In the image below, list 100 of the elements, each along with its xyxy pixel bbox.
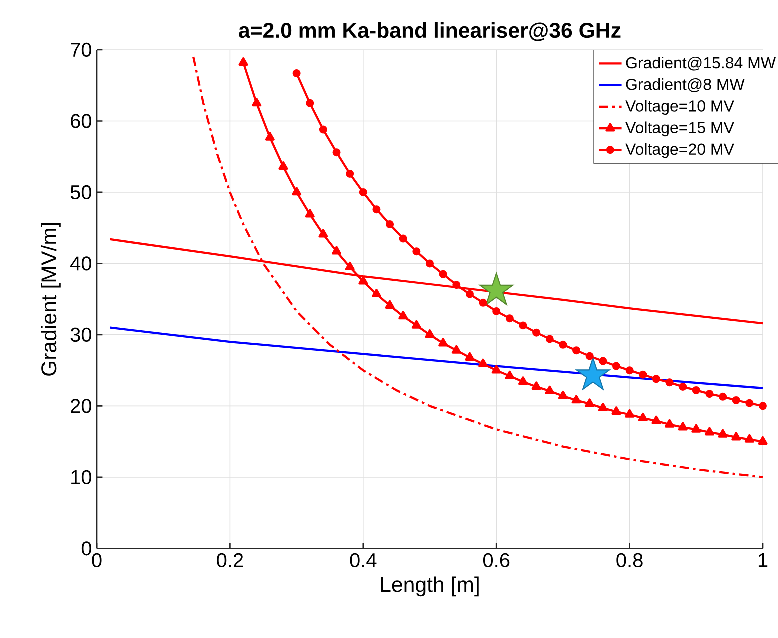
line-series bbox=[109, 326, 764, 390]
legend-label: Voltage=20 MV bbox=[626, 143, 734, 158]
point bbox=[652, 375, 660, 384]
point bbox=[572, 395, 582, 404]
point bbox=[518, 376, 528, 386]
point bbox=[758, 436, 768, 446]
point bbox=[386, 220, 394, 229]
point bbox=[426, 260, 434, 268]
chart-title: a=2.0 mm Ka-band lineariser@36 GHz bbox=[239, 22, 621, 42]
point bbox=[439, 270, 448, 279]
point bbox=[505, 371, 515, 380]
y-tick-label: 60 bbox=[71, 114, 92, 128]
point bbox=[346, 170, 354, 178]
point bbox=[359, 188, 368, 197]
x-tick-label: 0 bbox=[92, 554, 102, 568]
point bbox=[332, 148, 341, 157]
point bbox=[399, 234, 408, 243]
point bbox=[612, 362, 620, 370]
x-tick-label: 1 bbox=[758, 554, 768, 568]
point bbox=[438, 338, 448, 347]
point bbox=[478, 358, 488, 368]
point bbox=[278, 162, 288, 170]
point bbox=[585, 398, 595, 408]
point bbox=[332, 246, 342, 255]
point bbox=[519, 322, 528, 330]
point bbox=[706, 390, 714, 398]
y-tick-label: 10 bbox=[72, 470, 92, 485]
point bbox=[412, 248, 421, 256]
y-tick-label: 40 bbox=[70, 256, 92, 271]
point bbox=[558, 391, 568, 400]
x-axis-title: Length [m] bbox=[381, 576, 479, 597]
point bbox=[292, 187, 302, 196]
point bbox=[292, 70, 301, 78]
point bbox=[732, 396, 740, 405]
y-tick-label: 30 bbox=[70, 328, 92, 342]
point bbox=[576, 358, 610, 390]
point bbox=[732, 432, 742, 441]
point bbox=[465, 352, 475, 362]
legend-label: Gradient@8 MW bbox=[626, 78, 745, 93]
point bbox=[385, 300, 395, 310]
point bbox=[452, 345, 462, 354]
point bbox=[452, 281, 461, 290]
x-tick-label: 0.2 bbox=[217, 554, 244, 568]
point bbox=[678, 422, 688, 431]
point bbox=[492, 308, 501, 316]
point bbox=[492, 365, 502, 374]
point bbox=[532, 328, 541, 337]
legend-label: Voltage=15 MV bbox=[626, 122, 734, 137]
point bbox=[412, 320, 422, 330]
point bbox=[679, 383, 688, 392]
point bbox=[318, 229, 328, 238]
point bbox=[692, 424, 702, 434]
point bbox=[586, 352, 594, 360]
point bbox=[572, 346, 581, 355]
point bbox=[372, 289, 382, 298]
point bbox=[599, 357, 608, 366]
point bbox=[306, 100, 314, 108]
point bbox=[638, 413, 648, 422]
point bbox=[479, 299, 488, 308]
point bbox=[744, 434, 754, 444]
point bbox=[759, 402, 768, 410]
point bbox=[466, 290, 474, 299]
legend-label: Voltage=10 MV bbox=[626, 100, 734, 116]
y-tick-label: 20 bbox=[71, 399, 92, 414]
point bbox=[480, 273, 514, 306]
point bbox=[545, 386, 555, 395]
point bbox=[626, 366, 634, 375]
x-tick-label: 0.8 bbox=[616, 554, 643, 568]
point bbox=[305, 209, 315, 218]
point bbox=[398, 311, 408, 320]
x-tick-label: 0.6 bbox=[483, 554, 510, 568]
y-axis-title: Gradient [MV/m] bbox=[41, 223, 61, 376]
point bbox=[358, 276, 368, 285]
point bbox=[345, 262, 355, 271]
y-tick-label: 50 bbox=[70, 186, 92, 200]
legend-label: Gradient@15.84 MW bbox=[626, 57, 776, 71]
point bbox=[532, 382, 542, 390]
point bbox=[746, 400, 754, 408]
point bbox=[598, 403, 608, 412]
point bbox=[718, 430, 728, 438]
x-tick-label: 0.4 bbox=[350, 554, 377, 568]
point bbox=[372, 206, 381, 214]
point bbox=[546, 335, 554, 344]
point bbox=[612, 406, 622, 416]
y-tick-label: 0 bbox=[82, 542, 92, 556]
point bbox=[665, 420, 675, 428]
y-tick-label: 70 bbox=[71, 43, 92, 58]
point bbox=[238, 58, 248, 66]
point bbox=[692, 386, 700, 395]
point bbox=[252, 98, 262, 107]
point bbox=[652, 416, 662, 425]
point bbox=[425, 330, 435, 338]
point bbox=[625, 410, 635, 418]
point bbox=[666, 378, 674, 387]
point bbox=[559, 341, 568, 350]
point bbox=[639, 371, 648, 380]
point bbox=[719, 393, 728, 402]
point bbox=[506, 314, 514, 323]
point bbox=[319, 126, 328, 134]
point bbox=[265, 132, 275, 141]
